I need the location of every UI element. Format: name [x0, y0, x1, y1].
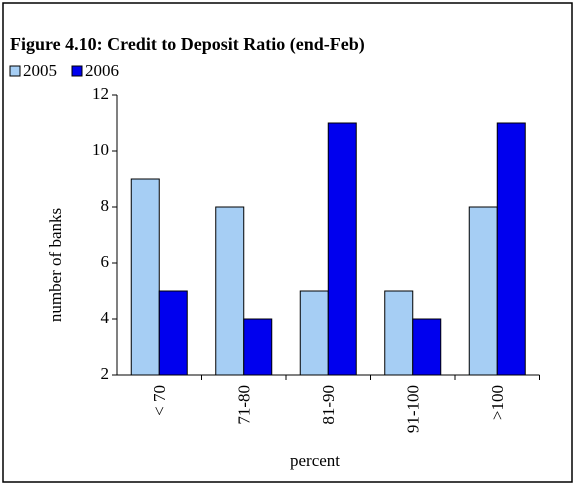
bar: [412, 318, 442, 376]
bar: [496, 122, 526, 376]
bar: [327, 122, 357, 376]
bar: [130, 178, 160, 376]
bar: [468, 206, 498, 376]
bar: [243, 318, 273, 376]
x-tick-label: 81-90: [319, 385, 338, 425]
y-tick-label: 6: [101, 252, 110, 271]
bar: [299, 290, 329, 376]
bar: [384, 290, 414, 376]
x-tick-label: >100: [488, 385, 507, 420]
chart-title: Figure 4.10: Credit to Deposit Ratio (en…: [10, 34, 365, 55]
x-tick-label: < 70: [150, 385, 169, 416]
legend-swatch: [9, 65, 21, 77]
y-tick-label: 8: [101, 196, 110, 215]
x-tick-label: 71-80: [235, 385, 254, 425]
legend-swatch: [71, 65, 83, 77]
x-axis-label: percent: [290, 451, 340, 470]
y-tick-label: 12: [92, 84, 109, 103]
y-tick-label: 2: [101, 364, 110, 383]
legend-label: 2005: [23, 61, 57, 80]
legend-label: 2006: [85, 61, 119, 80]
y-tick-label: 10: [92, 140, 109, 159]
y-axis-label: number of banks: [46, 208, 65, 322]
x-tick-label: 91-100: [404, 385, 423, 433]
bar: [158, 290, 188, 376]
y-tick-label: 4: [101, 308, 110, 327]
bar: [215, 206, 245, 376]
